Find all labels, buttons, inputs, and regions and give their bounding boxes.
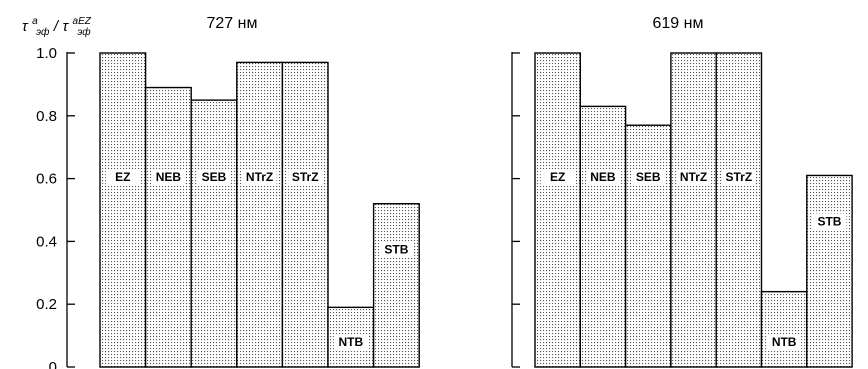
bar-label-background (676, 169, 711, 186)
bar-label-background (288, 169, 323, 186)
bar-label-background (379, 241, 414, 258)
y-tick-label: 0.2 (36, 296, 57, 313)
bar-seb (624, 124, 672, 368)
bar-label-background (242, 169, 277, 186)
y-tick-label: 0 (49, 359, 57, 369)
bar-label-background (105, 169, 140, 186)
bar-stb (806, 174, 853, 368)
bar-label-stb: STB (817, 214, 841, 228)
bar-label-ntrz: NTrZ (246, 170, 273, 184)
panel-title-727: 727 нм (207, 15, 258, 32)
bar-label-stb: STB (384, 243, 408, 257)
bar-label-ez: EZ (115, 170, 130, 184)
y-tick-label: 0.4 (36, 233, 57, 250)
bar-label-ez: EZ (550, 170, 565, 184)
bar-label-ntrz: NTrZ (680, 170, 707, 184)
bar-ez (534, 52, 581, 368)
bar-label-background (767, 334, 802, 350)
bar-neb (144, 86, 192, 368)
y-tick-label: 0.6 (36, 171, 57, 188)
bar-seb (190, 99, 238, 368)
bar-label-seb: SEB (202, 170, 227, 184)
bar-label-neb: NEB (590, 170, 616, 184)
bar-label-background (631, 169, 666, 186)
bar-neb (579, 105, 627, 368)
y-tick-label: 0.8 (36, 108, 57, 125)
bar-ntrz (670, 52, 717, 368)
bar-label-strz: STrZ (726, 170, 753, 184)
bar-label-background (585, 169, 620, 186)
bar-ez (99, 52, 147, 368)
bar-label-neb: NEB (156, 170, 182, 184)
bar-strz (715, 52, 763, 368)
bar-label-background (151, 169, 186, 186)
chart-panel-619: EZ NEB SEB NTrZ STrZ NTB STB (511, 52, 853, 368)
bar-label-ntb: NTB (772, 335, 797, 349)
bar-label-background (540, 169, 575, 186)
bar-label-strz: STrZ (292, 170, 319, 184)
bar-label-ntb: NTB (338, 335, 363, 349)
y-axis-label: τ a эф / τ aEZ эф (22, 11, 95, 39)
bar-ntrz (236, 61, 284, 368)
bar-label-background (721, 169, 756, 186)
bar-ntb (760, 290, 808, 368)
bar-label-seb: SEB (636, 170, 661, 184)
bar-stb (372, 203, 420, 368)
y-tick-label: 1.0 (36, 45, 57, 62)
bar-label-background (812, 213, 847, 230)
chart-panel-727: 0 0.2 0.4 0.6 0.8 1.0 EZ NEB SEB NTrZ STrZ NTB STB (36, 45, 420, 369)
panel-title-619: 619 нм (653, 15, 704, 32)
bar-label-background (197, 169, 231, 186)
bar-label-background (333, 334, 368, 350)
bar-strz (281, 61, 329, 368)
